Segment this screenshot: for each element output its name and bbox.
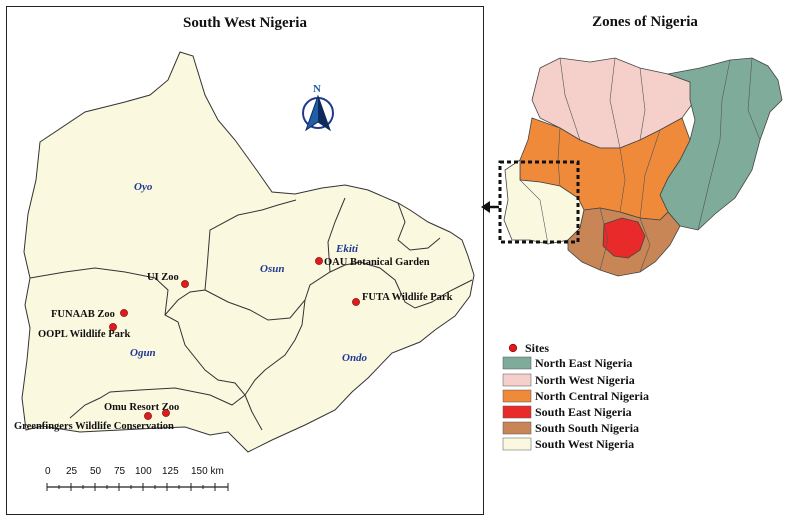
north-label: N (313, 83, 321, 95)
ekiti-east-boundary (397, 202, 441, 251)
ondo-boundary (244, 299, 306, 431)
legend-item: South West Nigeria (502, 437, 634, 451)
site-markers: UI Zoo OAU Botanical Garden FUTA Wildlif… (14, 257, 453, 432)
oyo-osun-boundary (164, 199, 297, 316)
scale-bar: 0 25 50 75 100 125 150 km (45, 466, 229, 491)
state-label-ekiti: Ekiti (335, 243, 359, 255)
site-marker-greenfingers (144, 412, 152, 420)
north-arrow-icon: N (302, 83, 334, 132)
legend-label-north-east: North East Nigeria (535, 356, 632, 370)
legend-item: North East Nigeria (502, 356, 632, 370)
legend-sites-label: Sites (525, 341, 549, 355)
ogun-boundary (29, 267, 246, 419)
site-label-futa-wildlife-park: FUTA Wildlife Park (362, 292, 453, 303)
legend-item: South East Nigeria (502, 405, 632, 419)
legend-label-south-west: South West Nigeria (535, 437, 634, 451)
zone-north-east (659, 57, 783, 231)
scale-tick-75: 75 (114, 466, 126, 477)
inset-map-title: Zones of Nigeria (592, 14, 698, 30)
legend-item: South South Nigeria (502, 421, 639, 435)
site-marker-oopl-wildlife-park (109, 323, 117, 331)
site-marker-ui-zoo (181, 280, 189, 288)
scale-tick-25: 25 (66, 466, 78, 477)
legend-label-south-east: South East Nigeria (535, 405, 632, 419)
site-label-omu-resort-zoo: Omu Resort Zoo (104, 402, 179, 413)
site-label-ui-zoo: UI Zoo (147, 272, 179, 283)
south-west-highlight-box (498, 160, 580, 244)
legend-label-south-south: South South Nigeria (535, 421, 639, 435)
pointer-arrow-icon (481, 201, 499, 213)
scale-tick-150-km: 150 km (191, 466, 224, 477)
site-marker-funaab-zoo (120, 309, 128, 317)
site-label-greenfingers: Greenfingers Wildlife Conservation (14, 421, 174, 432)
state-label-osun: Osun (260, 263, 284, 275)
osun-boundary (204, 264, 346, 321)
state-label-oyo: Oyo (134, 181, 153, 193)
legend-label-north-west: North West Nigeria (535, 373, 635, 387)
main-map-title: South West Nigeria (183, 15, 307, 31)
site-label-oau-botanical-garden: OAU Botanical Garden (324, 257, 430, 268)
site-marker-omu-resort-zoo (162, 409, 170, 417)
south-west-region (21, 51, 475, 453)
state-label-ogun: Ogun (130, 347, 156, 359)
nigeria-zones-inset (503, 57, 783, 277)
legend: Sites North East Nigeria North West Nige… (502, 341, 649, 451)
scale-tick-100: 100 (135, 466, 152, 477)
site-marker-oau-botanical-garden (315, 257, 323, 265)
scale-tick-0: 0 (45, 466, 51, 477)
scale-tick-50: 50 (90, 466, 102, 477)
ekiti-boundary (327, 197, 473, 309)
legend-sites-marker (508, 343, 518, 353)
zone-south-east (602, 217, 646, 259)
legend-item: North Central Nigeria (502, 389, 649, 403)
region-outline (21, 51, 475, 453)
state-label-ondo: Ondo (342, 352, 368, 364)
legend-item: North West Nigeria (502, 373, 635, 387)
site-label-oopl-wildlife-park: OOPL Wildlife Park (38, 329, 131, 340)
legend-label-north-central: North Central Nigeria (535, 389, 649, 403)
state-labels: Oyo Osun Ekiti Ogun Ondo (130, 181, 368, 364)
scale-tick-125: 125 (162, 466, 179, 477)
site-label-funaab-zoo: FUNAAB Zoo (51, 309, 115, 320)
site-marker-futa-wildlife-park (352, 298, 360, 306)
